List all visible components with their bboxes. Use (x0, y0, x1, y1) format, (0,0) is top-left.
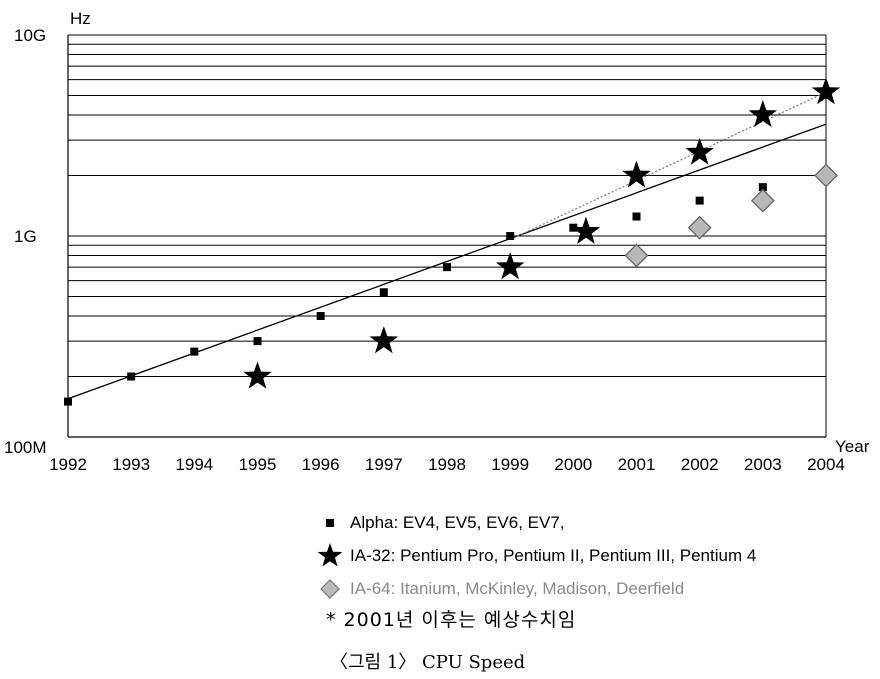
figure-caption: 〈그림 1〉 CPU Speed (330, 652, 526, 673)
ia64-point (750, 188, 775, 213)
cpu-speed-chart: 100M 1G 10G 1992 1993 1994 1995 1996 1997 1998 199… (4, 9, 870, 474)
star-marker-icon (316, 542, 344, 570)
ia32-point (748, 99, 778, 128)
legend-item-ia32: IA-32: Pentium Pro, Pentium II, Pentium … (316, 539, 756, 572)
data-marks (64, 77, 841, 406)
axes (67, 35, 827, 438)
alpha-point (64, 397, 72, 406)
ia32-point (571, 216, 601, 244)
ia32-point (243, 361, 272, 389)
forecast-note: * 2001년 이후는 예상수치임 (326, 609, 577, 631)
square-marker-icon (316, 509, 344, 537)
gridlines (68, 34, 826, 438)
legend-label-ia64: IA-64: Itanium, McKinley, Madison, Deerf… (350, 578, 685, 598)
ia64-point (814, 163, 838, 188)
alpha-point (632, 212, 641, 221)
alpha-point (379, 288, 388, 297)
alpha-point (758, 183, 767, 192)
x-tick-label: 2003 (744, 455, 782, 474)
x-tick-label: 1992 (49, 455, 87, 474)
legend-item-ia64: IA-64: Itanium, McKinley, Madison, Deerf… (316, 572, 756, 605)
ia64-point (687, 215, 712, 240)
x-tick-label: 2000 (554, 455, 592, 474)
x-tick-label: 1993 (112, 455, 150, 474)
x-tick-label: 1995 (239, 455, 277, 474)
ia32-point (685, 137, 714, 165)
alpha-point (695, 196, 704, 205)
y-tick-label: 100M (4, 438, 47, 457)
ia64-point (624, 243, 649, 268)
x-tick-label: 2001 (618, 455, 656, 474)
x-tick-label: 1999 (491, 455, 529, 474)
legend-label-alpha: Alpha: EV4, EV5, EV6, EV7, (350, 512, 565, 532)
y-tick-label: 1G (14, 227, 37, 246)
x-tick-label: 2004 (807, 455, 845, 474)
trend-line-solid (67, 123, 827, 400)
legend-item-alpha: Alpha: EV4, EV5, EV6, EV7, (316, 506, 756, 539)
alpha-point (127, 372, 136, 381)
y-unit-label: Hz (70, 9, 91, 28)
x-tick-label: 1997 (365, 455, 403, 474)
x-tick-label: 1994 (175, 455, 213, 474)
x-tick-label: 1998 (428, 455, 466, 474)
ia32-point (622, 160, 651, 188)
ia32-point (495, 252, 525, 280)
diamond-marker-icon (316, 575, 344, 603)
legend-label-ia32: IA-32: Pentium Pro, Pentium II, Pentium … (350, 545, 757, 565)
alpha-point (506, 232, 515, 240)
x-tick-label: 1996 (302, 455, 340, 474)
ia32-point (369, 326, 399, 354)
y-tick-label: 10G (14, 26, 46, 45)
ia32-point (811, 77, 841, 105)
alpha-point (253, 337, 262, 346)
trend-line-dotted (509, 91, 827, 241)
x-unit-label: Year (835, 437, 870, 456)
x-tick-label: 2002 (681, 455, 719, 474)
alpha-point (443, 263, 451, 272)
alpha-point (190, 347, 199, 356)
alpha-point (316, 311, 325, 320)
axis-labels: 100M 1G 10G 1992 1993 1994 1995 1996 1997 1998 199… (4, 9, 870, 474)
legend: Alpha: EV4, EV5, EV6, EV7, IA-32: Pentiu… (316, 506, 756, 605)
